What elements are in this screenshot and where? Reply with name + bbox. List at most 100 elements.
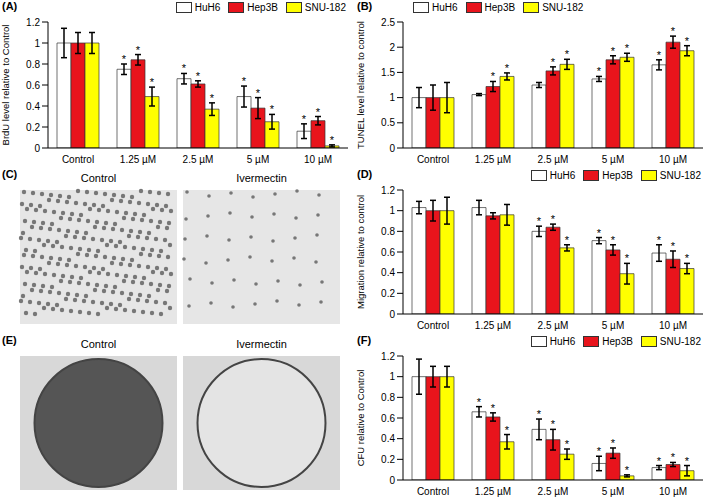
svg-text:*: *	[671, 25, 676, 37]
svg-text:2: 2	[389, 42, 395, 53]
svg-text:*: *	[671, 451, 676, 463]
svg-text:*: *	[256, 87, 261, 99]
svg-text:0: 0	[389, 475, 395, 486]
svg-text:*: *	[685, 455, 690, 467]
svg-text:*: *	[505, 424, 510, 436]
svg-text:*: *	[611, 45, 616, 57]
svg-text:*: *	[597, 65, 602, 77]
svg-text:*: *	[196, 70, 201, 82]
svg-text:2.5: 2.5	[381, 17, 395, 28]
svg-text:Control: Control	[417, 320, 449, 331]
svg-text:*: *	[597, 445, 602, 457]
svg-text:1.2: 1.2	[381, 185, 395, 196]
svg-text:*: *	[685, 252, 690, 264]
svg-text:*: *	[316, 106, 321, 118]
svg-text:1.25 µM: 1.25 µM	[475, 154, 511, 165]
svg-text:2.5 µM: 2.5 µM	[538, 320, 569, 331]
html-text:(A): (A)	[2, 0, 18, 12]
svg-text:1.2: 1.2	[381, 351, 395, 362]
svg-text:0.4: 0.4	[381, 267, 395, 278]
svg-text:*: *	[657, 455, 662, 467]
svg-text:*: *	[551, 418, 556, 430]
html-text:(B): (B)	[357, 0, 373, 12]
svg-text:0.2: 0.2	[381, 288, 395, 299]
svg-text:0.6: 0.6	[381, 413, 395, 424]
svg-text:*: *	[537, 215, 542, 227]
svg-text:*: *	[625, 464, 630, 476]
svg-text:1: 1	[389, 92, 395, 103]
svg-text:0.2: 0.2	[381, 454, 395, 465]
svg-text:*: *	[565, 234, 570, 246]
svg-text:2.5 µM: 2.5 µM	[538, 486, 569, 497]
svg-text:0: 0	[34, 143, 40, 154]
svg-text:Ivermectin: Ivermectin	[236, 338, 287, 350]
svg-text:*: *	[625, 252, 630, 264]
svg-text:0.2: 0.2	[26, 122, 40, 133]
svg-text:0.4: 0.4	[26, 101, 40, 112]
svg-text:*: *	[270, 103, 275, 115]
svg-text:*: *	[565, 48, 570, 60]
svg-text:0.5: 0.5	[381, 117, 395, 128]
svg-text:*: *	[551, 56, 556, 68]
svg-text:*: *	[657, 234, 662, 246]
svg-text:Control: Control	[81, 172, 116, 184]
svg-text:*: *	[505, 62, 510, 74]
svg-text:10 µM: 10 µM	[659, 486, 687, 497]
svg-text:*: *	[671, 240, 676, 252]
svg-text:*: *	[242, 75, 247, 87]
svg-text:10 µM: 10 µM	[304, 154, 332, 165]
svg-text:1.25 µM: 1.25 µM	[475, 486, 511, 497]
svg-text:*: *	[491, 70, 496, 82]
svg-text:0.8: 0.8	[381, 226, 395, 237]
svg-text:*: *	[611, 234, 616, 246]
svg-text:5 µM: 5 µM	[247, 154, 269, 165]
svg-text:1.2: 1.2	[26, 17, 40, 28]
svg-text:*: *	[136, 44, 141, 56]
svg-text:Control: Control	[81, 338, 116, 350]
svg-text:BrdU level relative to Control: BrdU level relative to Control	[0, 25, 11, 146]
svg-text:TUNEL level relative to contro: TUNEL level relative to control	[355, 21, 366, 149]
svg-text:1: 1	[389, 205, 395, 216]
svg-text:Migration relative to control: Migration relative to control	[355, 195, 366, 309]
svg-text:*: *	[685, 35, 690, 47]
svg-text:1.5: 1.5	[381, 67, 395, 78]
svg-text:5 µM: 5 µM	[602, 486, 624, 497]
svg-text:2.5 µM: 2.5 µM	[538, 154, 569, 165]
svg-text:10 µM: 10 µM	[659, 320, 687, 331]
svg-text:*: *	[122, 53, 127, 65]
svg-text:*: *	[657, 49, 662, 61]
svg-text:0.4: 0.4	[381, 433, 395, 444]
svg-text:*: *	[611, 437, 616, 449]
svg-text:*: *	[625, 42, 630, 54]
svg-text:*: *	[150, 76, 155, 88]
svg-text:*: *	[182, 62, 187, 74]
svg-text:1: 1	[389, 371, 395, 382]
svg-text:*: *	[210, 92, 215, 104]
svg-text:*: *	[597, 227, 602, 239]
svg-text:0.6: 0.6	[26, 80, 40, 91]
svg-text:Control: Control	[417, 154, 449, 165]
svg-text:Control: Control	[62, 154, 94, 165]
svg-text:1.25 µM: 1.25 µM	[120, 154, 156, 165]
svg-text:5 µM: 5 µM	[602, 154, 624, 165]
svg-text:*: *	[491, 402, 496, 414]
svg-text:10 µM: 10 µM	[659, 154, 687, 165]
svg-text:*: *	[565, 438, 570, 450]
svg-text:*: *	[537, 408, 542, 420]
svg-text:2.5 µM: 2.5 µM	[183, 154, 214, 165]
svg-text:Ivermectin: Ivermectin	[236, 172, 287, 184]
svg-text:Control: Control	[417, 486, 449, 497]
svg-text:0.8: 0.8	[381, 392, 395, 403]
svg-text:CFU relative to Control: CFU relative to Control	[355, 370, 366, 467]
svg-text:5 µM: 5 µM	[602, 320, 624, 331]
svg-text:*: *	[477, 396, 482, 408]
svg-text:1.25 µM: 1.25 µM	[475, 320, 511, 331]
svg-text:0.6: 0.6	[381, 247, 395, 258]
svg-text:0: 0	[389, 309, 395, 320]
svg-text:*: *	[330, 134, 335, 146]
svg-text:0.8: 0.8	[26, 59, 40, 70]
svg-text:*: *	[551, 213, 556, 225]
svg-text:1: 1	[34, 38, 40, 49]
svg-text:*: *	[302, 113, 307, 125]
svg-text:0: 0	[389, 143, 395, 154]
